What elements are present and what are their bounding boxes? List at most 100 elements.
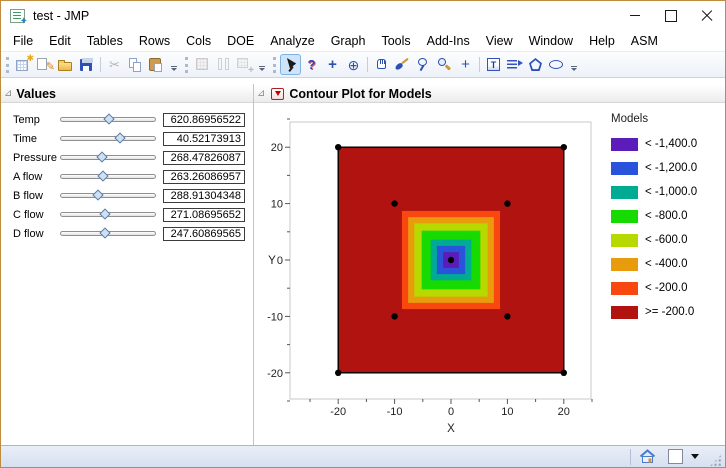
toolbar-drag-handle-icon[interactable] [273,56,276,73]
legend-swatch[interactable] [611,209,638,223]
toolbar-more-icon[interactable] [256,66,267,71]
menu-item-view[interactable]: View [485,33,513,48]
paste-icon[interactable] [147,55,166,74]
slider-label: B flow [13,189,43,202]
time-value-input[interactable] [163,131,245,146]
temp-value-input[interactable] [163,112,245,127]
columns-icon[interactable] [214,55,233,74]
menu-item-doe[interactable]: DOE [227,33,255,48]
a-flow-value-input[interactable] [163,169,245,184]
statusbar-separator [630,448,631,465]
move-icon[interactable] [323,55,342,74]
window-controls [617,1,725,30]
open-icon[interactable] [56,55,75,74]
menu-item-file[interactable]: File [13,33,34,48]
slider-thumb[interactable] [103,112,115,125]
toolbar-more-icon[interactable] [168,66,179,71]
menu-item-rows[interactable]: Rows [138,33,171,48]
menu-item-tools[interactable]: Tools [381,33,411,48]
add-rows-icon[interactable] [235,55,254,76]
slider-thumb[interactable] [114,131,126,144]
d-flow-slider[interactable] [60,226,156,239]
collapse-triangle-icon[interactable]: ⊿ [257,87,266,99]
brush-icon[interactable] [393,55,412,74]
maximize-button[interactable] [653,1,689,30]
oval-icon[interactable] [547,55,566,74]
copy-icon[interactable] [126,55,145,74]
menu-item-tables[interactable]: Tables [86,33,123,48]
menu-item-cols[interactable]: Cols [186,33,212,48]
cut-icon[interactable] [105,55,124,74]
toolbar-more-icon[interactable] [568,66,579,71]
toolbar-separator [479,57,480,72]
legend-swatch[interactable] [611,281,638,295]
slider-thumb[interactable] [99,226,111,239]
legend-entry: < -200.0 [611,276,697,300]
help-icon[interactable] [302,55,321,74]
title-bar: test - JMP [1,1,725,30]
time-slider[interactable] [60,131,156,144]
lasso-icon[interactable] [414,55,433,74]
slider-row: C flow [13,205,253,224]
new-data-table-icon[interactable] [14,53,34,74]
magnifier-icon[interactable] [435,55,454,74]
slider-thumb[interactable] [91,188,104,201]
minimize-button[interactable] [617,1,653,30]
legend-swatch[interactable] [611,161,638,175]
b-flow-value-input[interactable] [163,188,245,203]
target-icon[interactable] [344,55,363,74]
b-flow-slider[interactable] [60,188,156,201]
red-triangle-menu-icon[interactable] [271,87,285,100]
pressure-slider[interactable] [60,150,156,163]
slider-thumb[interactable] [99,207,111,220]
plot-panel-header: ⊿ Contour Plot for Models [254,85,725,103]
legend-swatch[interactable] [611,305,638,319]
new-script-icon[interactable] [35,55,55,74]
dropdown-caret-icon[interactable] [691,454,699,459]
legend-swatch[interactable] [611,257,638,271]
collapse-triangle-icon[interactable]: ⊿ [4,87,13,99]
temp-slider[interactable] [60,112,156,125]
line-annotation-icon[interactable] [505,55,524,74]
toolbar-drag-handle-icon[interactable] [185,56,188,73]
c-flow-value-input[interactable] [163,207,245,222]
a-flow-slider[interactable] [60,169,156,182]
x-tick-label: 20 [558,406,570,418]
save-icon[interactable] [77,55,96,74]
menu-item-edit[interactable]: Edit [49,33,71,48]
menu-item-window[interactable]: Window [528,33,574,48]
legend-label: < -800.0 [645,210,688,222]
crosshair-icon[interactable] [456,55,475,74]
grabber-icon[interactable] [372,55,391,74]
contour-plot-canvas[interactable]: -20 -10 0 10 20 20 10 0 -10 -20 X Y [259,111,604,446]
menu-item-add-ins[interactable]: Add-Ins [426,33,470,48]
menu-item-help[interactable]: Help [589,33,615,48]
menu-item-graph[interactable]: Graph [330,33,366,48]
annotate-icon[interactable] [484,55,503,74]
toolbar [1,51,725,78]
menu-item-asm[interactable]: ASM [630,33,658,48]
arrow-cursor-icon[interactable] [281,55,300,74]
home-icon[interactable] [639,449,656,464]
menu-item-analyze[interactable]: Analyze [270,33,315,48]
pressure-value-input[interactable] [163,150,245,165]
design-point [560,369,567,376]
legend-swatch[interactable] [611,233,638,247]
panel-divider [253,84,254,445]
polygon-icon[interactable] [526,55,545,74]
x-tick-label: -10 [387,406,403,418]
c-flow-slider[interactable] [60,207,156,220]
slider-thumb[interactable] [96,150,108,163]
resize-grip[interactable] [709,454,722,467]
close-button[interactable] [689,1,725,30]
jmp-app-icon [10,8,28,27]
slider-row: Temp [13,110,253,129]
color-well[interactable] [668,449,683,464]
legend-swatch[interactable] [611,137,638,151]
toolbar-drag-handle-icon[interactable] [6,56,9,73]
data-table-icon[interactable] [193,55,212,74]
legend-swatch[interactable] [611,185,638,199]
d-flow-value-input[interactable] [163,226,245,241]
slider-thumb[interactable] [97,169,109,182]
design-point [447,256,455,264]
